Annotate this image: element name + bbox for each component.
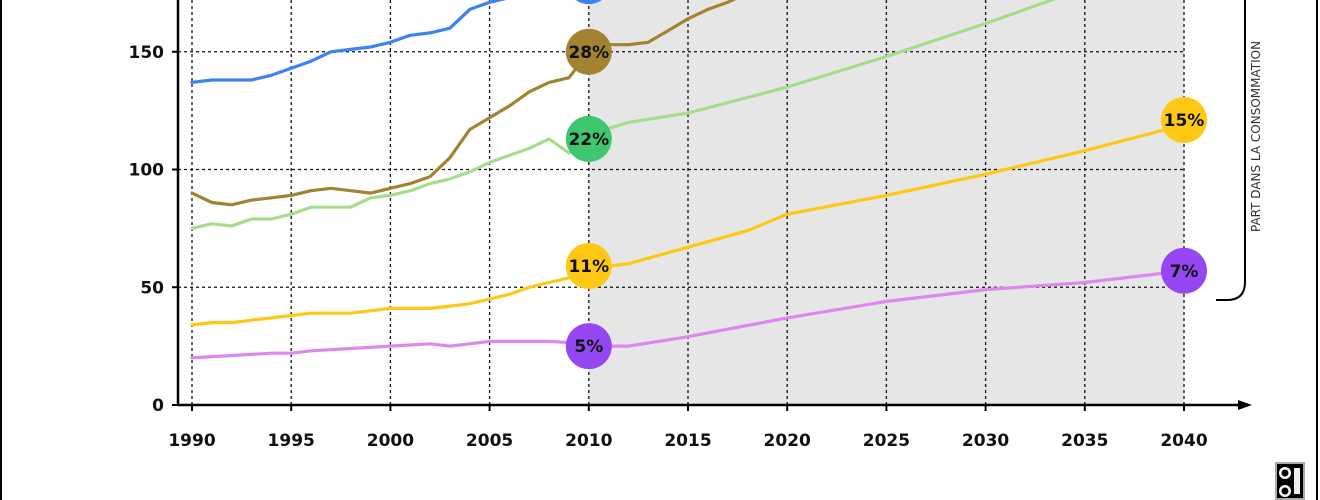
y-tick-label: 100 <box>129 161 165 181</box>
y-tick-label: 150 <box>129 43 165 63</box>
series-line-5 <box>190 269 1186 360</box>
series-lines <box>190 0 1186 360</box>
x-tick-label: 2015 <box>664 431 711 451</box>
series-line-1 <box>190 0 507 84</box>
marker-circle <box>565 323 612 370</box>
x-tick-label: 2005 <box>466 431 513 451</box>
x-tick-label: 1995 <box>268 431 315 451</box>
x-tick-label: 2030 <box>962 431 1009 451</box>
marker-circle <box>1161 247 1207 294</box>
marker-label: 7% <box>1170 262 1199 282</box>
license-badge <box>1275 462 1305 500</box>
x-tick-label: 2000 <box>367 431 414 451</box>
marker-circle <box>565 28 612 75</box>
marker-circle <box>575 0 602 5</box>
marker-label: 5% <box>574 337 603 357</box>
side-bracket <box>1216 0 1246 301</box>
marker-label: 22% <box>568 130 609 150</box>
x-axis-arrow <box>1238 400 1252 410</box>
marker-circle <box>565 243 612 290</box>
x-tick-label: 2010 <box>565 431 612 451</box>
series-line-3 <box>190 0 1057 230</box>
tick-labels: 1990 1995 2000 2005 2010 2015 2020 2025 2030 2035… <box>129 43 1208 451</box>
axes <box>172 0 1252 411</box>
y-tick-label: 50 <box>140 278 164 298</box>
x-tick-label: 2025 <box>863 431 910 451</box>
x-tick-label: 2040 <box>1160 431 1207 451</box>
y-tick-label: 0 <box>152 396 164 416</box>
x-tick-label: 2035 <box>1061 431 1108 451</box>
side-label: PART DANS LA CONSOMMATION <box>1249 41 1263 232</box>
marker-label: 28% <box>568 43 609 63</box>
marker-circle <box>1161 97 1207 144</box>
series-line-4 <box>190 123 1186 327</box>
marker-label: 15% <box>1164 111 1205 131</box>
marker-label: 11% <box>568 257 609 277</box>
side-annotation: PART DANS LA CONSOMMATION <box>1216 0 1263 301</box>
marker-circle <box>565 115 612 162</box>
x-tick-label: 2020 <box>764 431 811 451</box>
series-line-2 <box>190 0 737 207</box>
x-tick-label: 1990 <box>168 431 215 451</box>
markers: 28% 22% 11% 5% 15% 7% <box>565 0 1207 370</box>
